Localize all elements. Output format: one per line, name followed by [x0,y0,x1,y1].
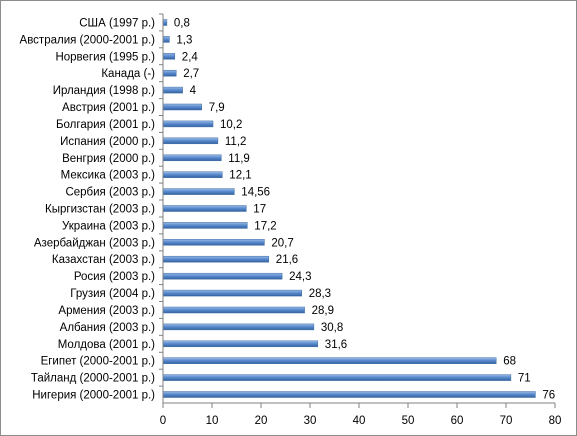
category-label: Росия (2003 р.) [74,271,155,283]
category-label: Молдова (2001 р.) [58,339,155,351]
value-label: 12,1 [229,170,251,182]
value-label: 24,3 [289,271,311,283]
value-label: 0,8 [174,18,190,30]
value-label: 31,6 [325,339,347,351]
category-label: Венгрия (2000 р.) [62,153,155,165]
x-tick-label: 10 [206,415,219,427]
bar [162,357,497,364]
bar [162,289,302,297]
bar [162,103,202,111]
value-label: 14,56 [241,187,270,199]
category-label: Нигерия (2000-2001 р.) [32,390,155,402]
category-label: Австралия (2000-2001 р.) [20,34,156,46]
x-tick-label: 40 [353,415,366,427]
category-label: Испания (2000 р.) [60,136,155,148]
category-label: Тайланд (2000-2001 р.) [31,373,155,385]
bar [162,53,176,60]
bar [162,306,305,314]
value-label: 21,6 [276,254,298,266]
bar [162,323,315,331]
category-label: Казахстан (2003 р.) [52,254,155,266]
bar [162,391,536,398]
x-tick-label: 30 [304,415,317,427]
x-tick-label: 70 [500,415,513,427]
x-tick-label: 80 [549,415,562,427]
category-label: Сербия (2003 р.) [65,187,155,199]
value-label: 28,9 [312,305,334,317]
value-label: 2,7 [183,68,199,80]
value-label: 30,8 [321,322,343,334]
bar [162,222,248,229]
value-label: 1,3 [176,34,192,46]
bar [162,19,168,26]
bar [162,171,223,178]
bar [162,137,219,145]
bar [162,120,214,128]
category-label: Норвегия (1995 р.) [55,51,155,63]
value-label: 68 [503,356,516,368]
value-label: 2,4 [182,51,199,63]
category-label: США (1997 р.) [79,18,155,30]
category-label: Ирландия (1998 р.) [53,85,155,97]
x-tick-label: 0 [160,415,166,427]
bar [162,154,222,162]
bar [162,374,512,381]
x-tick-label: 20 [255,415,268,427]
value-label: 4 [190,85,197,97]
category-label: Кыргизстан (2003 р.) [45,204,155,216]
value-label: 10,2 [220,119,242,131]
bar [162,36,170,43]
value-label: 76 [542,390,555,402]
category-label: Мексика (2003 р.) [61,170,156,182]
category-label: Албания (2003 р.) [60,322,155,334]
bar [162,188,235,195]
value-label: 17 [253,204,266,216]
bar [162,205,247,212]
value-label: 71 [518,373,531,385]
value-label: 17,2 [254,220,276,232]
value-label: 28,3 [309,288,331,300]
bar [162,272,283,280]
value-label: 11,9 [228,153,250,165]
category-label: Австрия (2001 р.) [62,102,155,114]
category-label: Канада (-) [101,68,155,80]
category-label: Азербайджан (2003 р.) [34,237,155,249]
bar [162,86,183,94]
category-label: Египет (2000-2001 р.) [41,356,156,368]
value-label: 11,2 [225,136,247,148]
value-label: 20,7 [271,237,293,249]
bar [162,239,265,246]
category-label: Грузия (2004 р.) [70,288,155,300]
category-label: Армения (2003 р.) [58,305,155,317]
x-tick-label: 60 [451,415,464,427]
category-label: Болгария (2001 р.) [56,119,155,131]
bar [162,340,319,348]
category-label: Украина (2003 р.) [62,220,155,232]
value-label: 7,9 [209,102,225,114]
x-tick-label: 50 [402,415,415,427]
bar [162,69,177,77]
bar [162,255,270,263]
